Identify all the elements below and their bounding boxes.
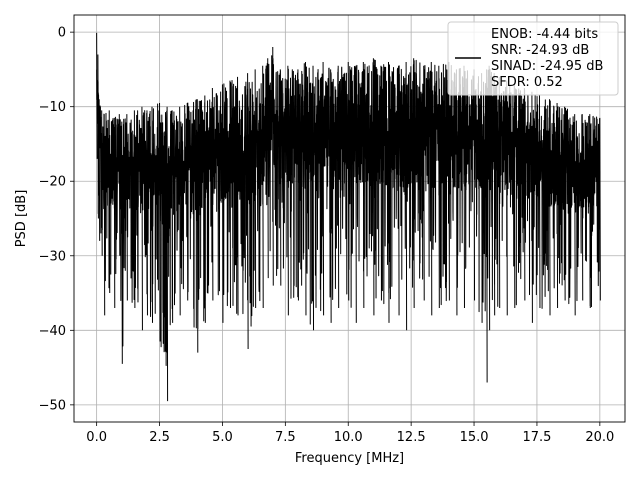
x-tick-label: 15.0 <box>460 430 489 445</box>
x-tick-label: 12.5 <box>397 430 426 445</box>
legend-box <box>447 21 619 96</box>
legend-enob: ENOB: -4.44 bits <box>491 27 598 42</box>
legend-sfdr: SFDR: 0.52 <box>491 75 563 90</box>
x-tick-label: 17.5 <box>522 430 551 445</box>
legend-sinad: SINAD: -24.95 dB <box>491 59 603 74</box>
series-line <box>96 32 601 402</box>
y-tick-label: 0 <box>58 26 66 41</box>
plot-frame <box>73 14 626 423</box>
x-tick-label: 2.5 <box>149 430 170 445</box>
y-tick-label: −10 <box>39 100 66 115</box>
y-axis-label: PSD [dB] <box>14 190 29 248</box>
x-tick-label: 20.0 <box>585 430 614 445</box>
legend-snr: SNR: -24.93 dB <box>491 43 589 58</box>
y-ticks: 0 −10 −20 −30 −40 −50 <box>39 26 74 413</box>
legend: ENOB: -4.44 bits SNR: -24.93 dB SINAD: -… <box>447 21 619 96</box>
y-tick-label: −30 <box>39 249 66 264</box>
x-tick-label: 10.0 <box>334 430 363 445</box>
y-tick-label: −20 <box>39 175 66 190</box>
x-tick-label: 0.0 <box>86 430 107 445</box>
x-tick-label: 7.5 <box>275 430 296 445</box>
y-tick-label: −50 <box>39 398 66 413</box>
psd-series <box>96 32 601 402</box>
y-tick-label: −40 <box>39 324 66 339</box>
x-tick-label: 5.0 <box>212 430 233 445</box>
x-ticks: 0.0 2.5 5.0 7.5 10.0 12.5 15.0 17.5 20.0 <box>86 422 614 445</box>
x-axis-label: Frequency [MHz] <box>295 451 404 466</box>
